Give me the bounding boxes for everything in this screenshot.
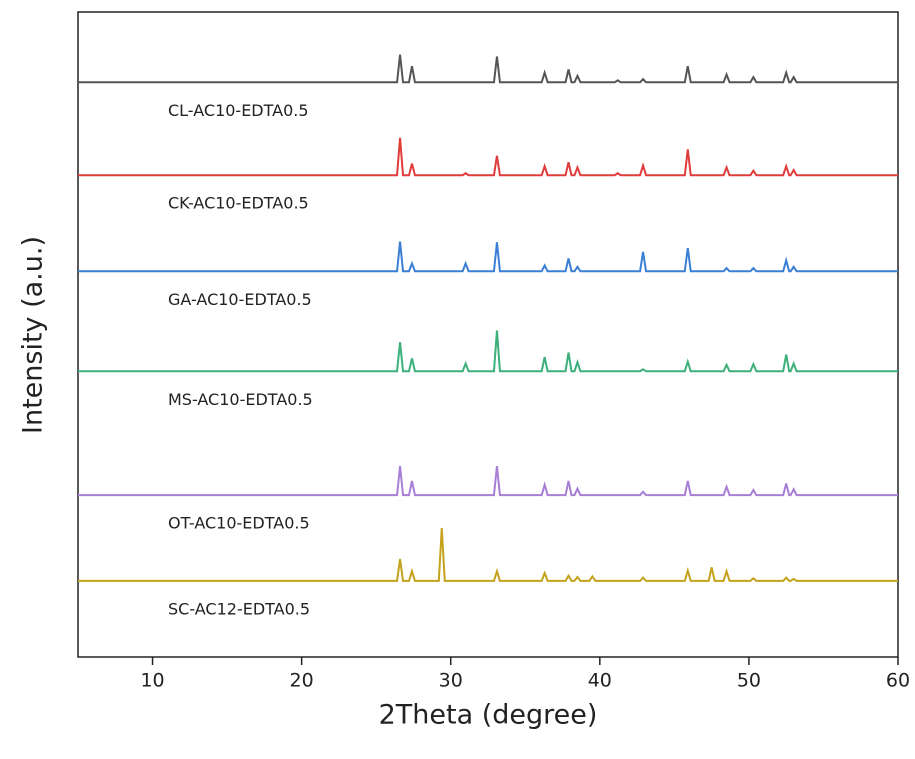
series-line — [78, 241, 898, 273]
series-line — [78, 527, 898, 582]
series-line — [78, 465, 898, 497]
x-tick-label: 30 — [439, 670, 463, 692]
series-label: CK-AC10-EDTA0.5 — [168, 194, 309, 213]
x-tick-label: 20 — [290, 670, 314, 692]
series-label: SC-AC12-EDTA0.5 — [168, 599, 310, 618]
series-line — [78, 330, 898, 373]
plot-frame — [77, 11, 899, 658]
series-label: OT-AC10-EDTA0.5 — [168, 514, 310, 533]
x-tick-label: 50 — [737, 670, 761, 692]
x-axis-title: 2Theta (degree) — [379, 700, 598, 731]
series-label: MS-AC10-EDTA0.5 — [168, 390, 313, 409]
y-axis-title: Intensity (a.u.) — [18, 236, 49, 434]
series-line — [78, 54, 898, 84]
x-tick-label: 40 — [588, 670, 612, 692]
series-label: CL-AC10-EDTA0.5 — [168, 101, 309, 120]
series-line — [78, 137, 898, 177]
x-tick-label: 60 — [886, 670, 910, 692]
series-label: GA-AC10-EDTA0.5 — [168, 290, 312, 309]
x-tick-label: 10 — [140, 670, 164, 692]
